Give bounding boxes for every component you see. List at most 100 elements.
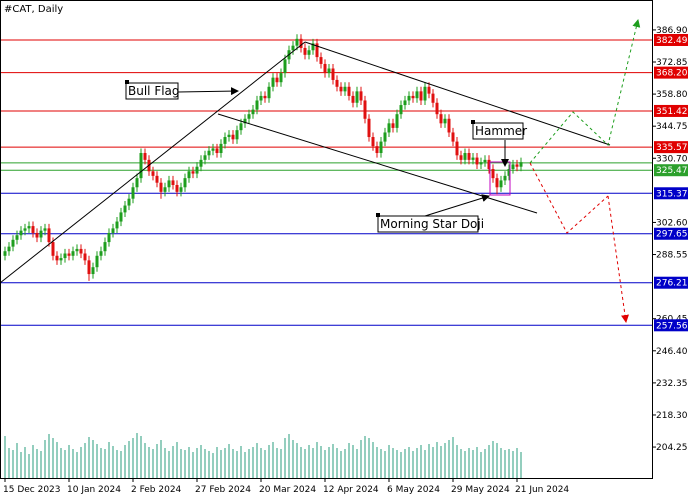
candle-body	[87, 260, 91, 275]
candle-body	[403, 100, 407, 106]
y-tick-label: 330.70	[656, 154, 688, 164]
candle-body	[131, 187, 135, 199]
candle-body	[327, 68, 331, 74]
candle-body	[411, 95, 415, 99]
candle-body	[303, 47, 307, 55]
candle-body	[511, 164, 515, 170]
y-tick-label: 204.25	[656, 443, 688, 453]
candle-body	[35, 232, 39, 238]
candle-body	[179, 187, 183, 192]
level-label-bg	[654, 104, 688, 117]
candle-body	[255, 100, 259, 110]
level-label-bg	[654, 187, 688, 200]
level-label: 257.56	[656, 321, 688, 331]
candle-body	[407, 95, 411, 101]
candle-body	[171, 180, 175, 185]
candle-body	[459, 155, 463, 160]
candle-body	[295, 38, 299, 46]
y-tick-label: 358.80	[656, 90, 688, 100]
candle-body	[519, 162, 523, 167]
candle-body	[483, 159, 487, 163]
candle-body	[479, 162, 483, 165]
candle-body	[279, 73, 283, 83]
candle-body	[499, 180, 503, 188]
plot-frame	[0, 0, 653, 479]
candle-body	[167, 180, 171, 188]
candle-body	[391, 123, 395, 128]
candle-body	[495, 178, 499, 188]
candle-body	[175, 184, 179, 192]
candle-body	[11, 239, 15, 247]
candle-body	[491, 169, 495, 179]
y-tick-label: 372.85	[656, 58, 688, 68]
candle-body	[443, 118, 447, 124]
candle-body	[63, 253, 67, 259]
candle-body	[3, 251, 7, 256]
candle-body	[211, 148, 215, 151]
annotation: Bull Flag	[128, 84, 180, 98]
candle-body	[367, 118, 371, 138]
candle-body	[243, 118, 247, 124]
candle-body	[347, 86, 351, 96]
anchor	[125, 80, 129, 84]
level-label: 382.49	[656, 36, 688, 46]
y-tick-label: 288.55	[656, 251, 688, 261]
level-label: 297.65	[656, 230, 688, 240]
candle-body	[431, 93, 435, 103]
candle-body	[95, 255, 99, 268]
x-tick-label: 10 Jan 2024	[67, 485, 121, 495]
candle-body	[235, 130, 239, 140]
candle-body	[239, 123, 243, 131]
level-label: 351.42	[656, 107, 688, 117]
candle-body	[323, 63, 327, 74]
y-tick-label: 232.35	[656, 379, 688, 389]
chart-title: #CAT, Daily	[4, 4, 63, 15]
candle-body	[119, 212, 123, 222]
candle-body	[159, 182, 163, 192]
x-tick-label: 12 Apr 2024	[323, 485, 379, 495]
level-label: 335.57	[656, 143, 688, 153]
drawings: Bull Flag Hammer Morning Star Doji	[0, 19, 641, 323]
anchor	[471, 120, 475, 124]
candle-body	[307, 50, 311, 55]
annotation-box	[472, 122, 524, 140]
candle-body	[207, 150, 211, 156]
candle-body	[223, 137, 227, 144]
candle-body	[335, 79, 339, 87]
candle-body	[215, 148, 219, 154]
level-label-bg	[654, 319, 688, 332]
candle-body	[415, 91, 419, 99]
candle-body	[379, 141, 383, 154]
annotation-box	[377, 215, 479, 233]
candle-body	[251, 109, 255, 115]
candle-body	[59, 258, 63, 261]
candle-body	[387, 123, 391, 133]
x-tick-label: 2 Feb 2024	[131, 485, 182, 495]
candle-body	[351, 95, 355, 103]
candle-body	[107, 232, 111, 243]
candle-body	[259, 95, 263, 101]
candle-body	[67, 253, 71, 256]
candle-body	[427, 86, 431, 94]
candle-body	[355, 91, 359, 103]
candle-body	[299, 38, 303, 48]
level-label-bg	[654, 227, 688, 240]
candle-body	[275, 77, 279, 83]
candles	[3, 34, 523, 281]
candle-body	[451, 132, 455, 142]
volume	[4, 433, 522, 478]
candle-body	[227, 134, 231, 138]
candle-body	[143, 153, 147, 160]
candle-body	[263, 95, 267, 99]
candle-body	[439, 114, 443, 124]
candle-body	[435, 102, 439, 115]
level-label-bg	[654, 164, 688, 177]
y-tick-label: 218.30	[656, 411, 688, 421]
candle-body	[463, 153, 467, 160]
axes: 386.90 372.85 358.80 344.75 330.70 302.60 288.…	[0, 0, 688, 495]
candle-body	[231, 134, 235, 140]
candle-body	[267, 86, 271, 99]
candle-body	[15, 235, 19, 240]
